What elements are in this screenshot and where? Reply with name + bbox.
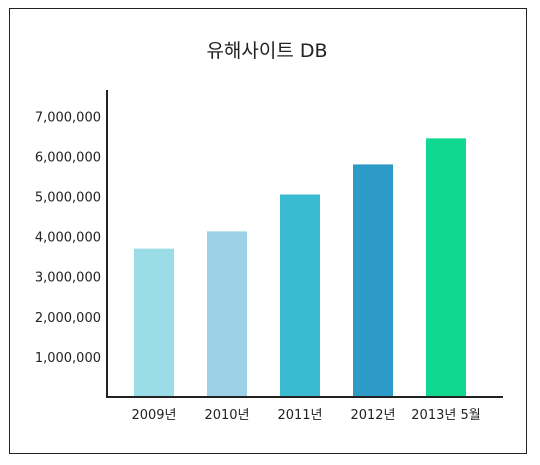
bars-group <box>134 138 466 398</box>
y-tick-label-5: 6,000,000 <box>35 150 101 165</box>
x-tick-label-1: 2010년 <box>204 408 249 423</box>
bar-2 <box>280 194 320 397</box>
y-tick-label-2: 3,000,000 <box>35 271 101 286</box>
bar-1 <box>207 231 247 397</box>
x-tick-label-4: 2013년 5월 <box>411 408 480 423</box>
x-tick-label-0: 2009년 <box>131 408 176 423</box>
y-tick-label-0: 1,000,000 <box>35 351 101 366</box>
bar-4 <box>426 138 466 398</box>
y-tick-label-4: 5,000,000 <box>35 191 101 206</box>
y-tick-label-6: 7,000,000 <box>35 110 101 125</box>
bar-0 <box>134 248 174 397</box>
x-tick-label-3: 2012년 <box>350 408 395 423</box>
y-tick-label-3: 4,000,000 <box>35 231 101 246</box>
bar-3 <box>353 164 393 397</box>
x-axis-ticks: 2009년 2010년 2011년 2012년 2013년 5월 <box>131 408 480 423</box>
x-tick-label-2: 2011년 <box>277 408 322 423</box>
y-axis-ticks: 1,000,000 2,000,000 3,000,000 4,000,000 5,00… <box>35 110 101 366</box>
chart-title: 유해사이트 DB <box>206 40 327 62</box>
y-tick-label-1: 2,000,000 <box>35 311 101 326</box>
